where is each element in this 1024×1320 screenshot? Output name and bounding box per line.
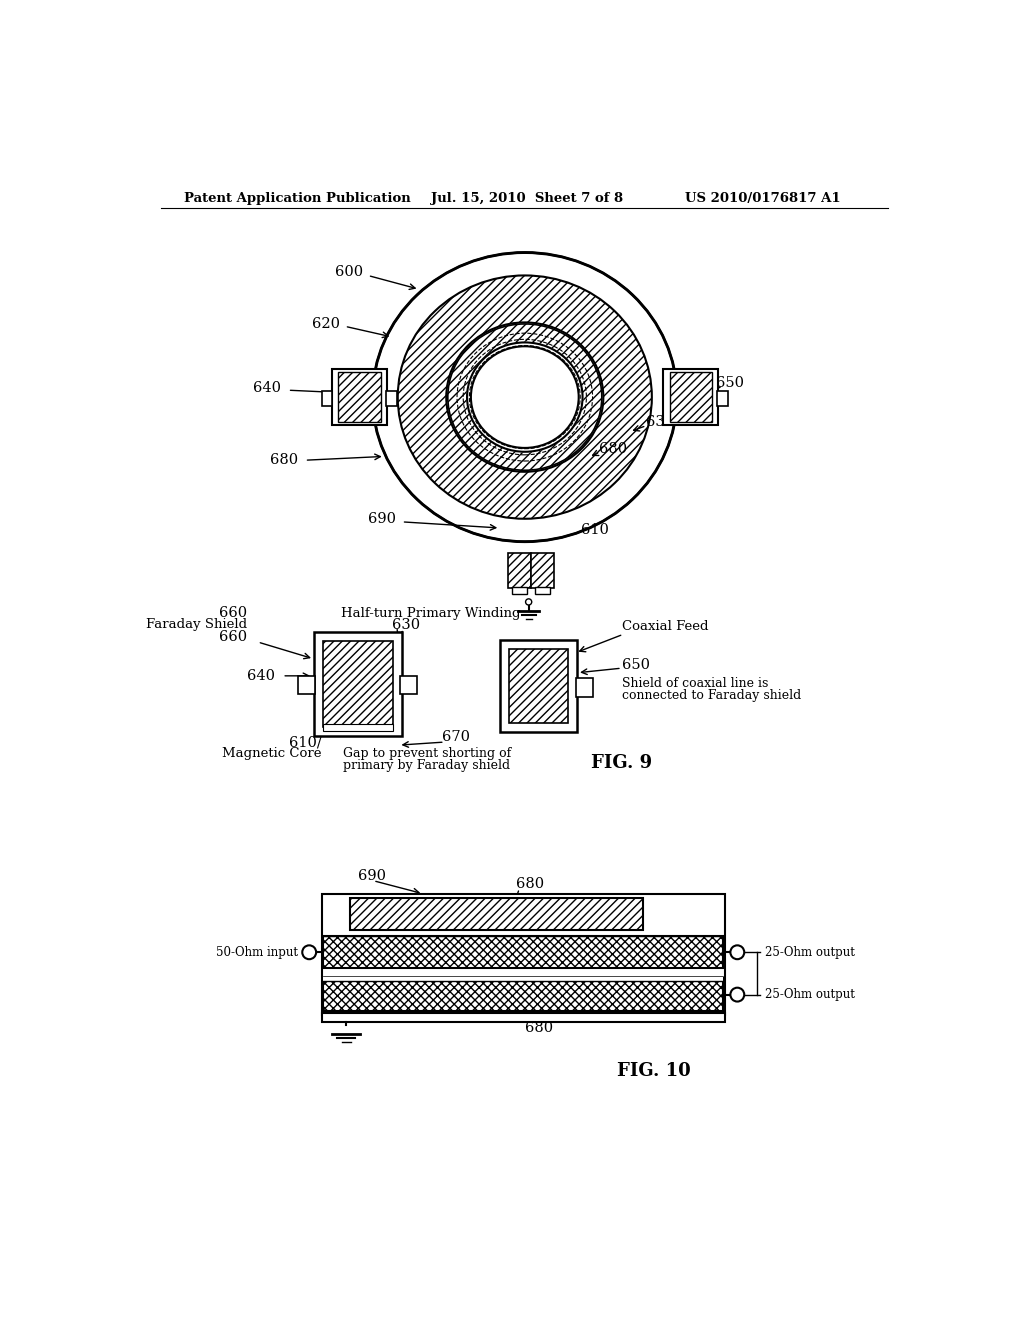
Ellipse shape — [373, 252, 677, 543]
Bar — [575, 678, 593, 697]
Text: 620: 620 — [312, 317, 340, 331]
Text: Jul. 15, 2010  Sheet 7 of 8: Jul. 15, 2010 Sheet 7 of 8 — [431, 191, 623, 205]
Text: Faraday Shield: Faraday Shield — [146, 618, 248, 631]
Text: 25-Ohm output: 25-Ohm output — [765, 945, 855, 958]
Ellipse shape — [447, 323, 602, 470]
Bar — [664, 368, 718, 425]
Bar — [535, 586, 550, 594]
Text: 680: 680 — [524, 1020, 553, 1035]
Bar — [386, 391, 397, 407]
Bar — [508, 553, 531, 589]
Text: primary by Faraday shield: primary by Faraday shield — [343, 759, 511, 772]
Bar — [717, 391, 728, 407]
Bar — [531, 553, 554, 589]
Bar — [322, 1014, 725, 1022]
Text: 680: 680 — [515, 876, 544, 891]
Bar — [323, 936, 724, 969]
Text: FIG. 9: FIG. 9 — [591, 754, 652, 772]
Text: 630: 630 — [646, 414, 675, 429]
Text: Coaxial Feed: Coaxial Feed — [622, 620, 709, 634]
Bar — [322, 894, 725, 1015]
Ellipse shape — [446, 322, 603, 471]
Text: 680: 680 — [270, 453, 298, 467]
Text: 630: 630 — [392, 618, 420, 632]
Circle shape — [302, 945, 316, 960]
Text: 660: 660 — [219, 631, 248, 644]
Bar — [323, 978, 724, 1011]
Bar — [509, 649, 568, 723]
Text: 650: 650 — [622, 659, 650, 672]
Circle shape — [730, 945, 744, 960]
Bar — [512, 586, 527, 594]
Ellipse shape — [466, 342, 584, 453]
Text: 610/: 610/ — [289, 735, 322, 748]
Bar — [670, 372, 712, 422]
Bar — [322, 391, 333, 407]
Bar — [333, 368, 387, 425]
Bar — [323, 642, 393, 726]
Bar — [400, 676, 417, 694]
Bar — [298, 676, 315, 694]
Text: 640: 640 — [253, 381, 281, 395]
Text: 50-Ohm input: 50-Ohm input — [216, 945, 298, 958]
Text: 600: 600 — [335, 265, 364, 280]
Text: connected to Faraday shield: connected to Faraday shield — [622, 689, 801, 702]
Bar — [313, 632, 402, 737]
Bar — [323, 725, 393, 730]
Text: Patent Application Publication: Patent Application Publication — [184, 191, 412, 205]
Ellipse shape — [471, 346, 579, 447]
Bar — [350, 898, 643, 929]
Ellipse shape — [397, 276, 652, 519]
Text: 610: 610 — [581, 523, 609, 536]
Text: 670: 670 — [442, 730, 470, 744]
Bar — [339, 372, 381, 422]
Bar — [500, 640, 578, 733]
Text: 690: 690 — [369, 512, 396, 525]
Text: Shield of coaxial line is: Shield of coaxial line is — [622, 677, 768, 690]
Text: 660: 660 — [219, 606, 248, 619]
Text: US 2010/0176817 A1: US 2010/0176817 A1 — [685, 191, 841, 205]
Text: 640: 640 — [248, 669, 275, 682]
Text: 650: 650 — [716, 376, 743, 391]
Circle shape — [525, 599, 531, 605]
Text: Half-turn Primary Winding: Half-turn Primary Winding — [341, 607, 520, 620]
Text: Gap to prevent shorting of: Gap to prevent shorting of — [343, 747, 511, 760]
Text: 25-Ohm output: 25-Ohm output — [765, 989, 855, 1001]
Circle shape — [730, 987, 744, 1002]
Text: FIG. 10: FIG. 10 — [617, 1061, 691, 1080]
Bar — [323, 977, 724, 982]
Text: 690: 690 — [357, 869, 386, 883]
Text: Magnetic Core: Magnetic Core — [222, 747, 322, 760]
Text: 680: 680 — [599, 442, 627, 455]
